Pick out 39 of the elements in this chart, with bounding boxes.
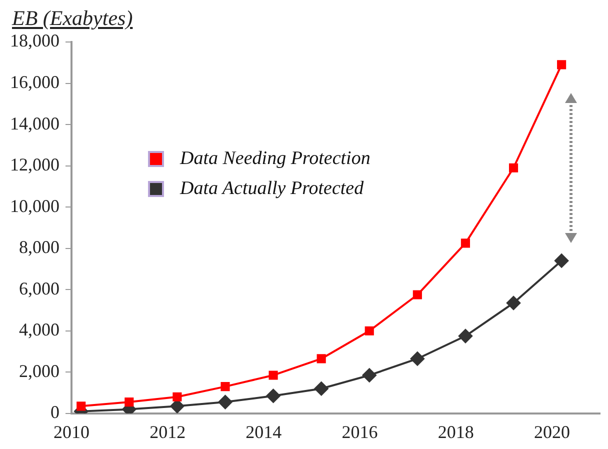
- point: [314, 382, 328, 396]
- point: [557, 60, 566, 70]
- y-axis-title: EB (Exabytes): [12, 6, 133, 31]
- point: [218, 395, 232, 410]
- y-tick-label: 6,000: [19, 278, 60, 298]
- point: [460, 238, 470, 248]
- point: [76, 402, 86, 411]
- point: [172, 392, 182, 402]
- x-tick-label: 2016: [342, 422, 378, 442]
- y-tick-label: 10,000: [10, 196, 60, 216]
- point: [268, 370, 278, 380]
- point: [554, 254, 569, 268]
- point: [410, 352, 424, 366]
- point: [124, 398, 134, 407]
- point: [266, 388, 280, 403]
- x-tick-label: 2010: [54, 422, 90, 442]
- x-tick-label: 2014: [246, 422, 282, 442]
- y-tick-label: 18,000: [10, 30, 60, 51]
- x-tick-label: 2012: [150, 422, 186, 442]
- y-tick-label: 12,000: [10, 154, 60, 175]
- y-tick-label: 2,000: [19, 360, 60, 381]
- point: [364, 326, 374, 336]
- point: [170, 399, 184, 414]
- legend-label: Data Needing Protection: [180, 148, 370, 170]
- point: [506, 296, 521, 310]
- point: [508, 163, 518, 172]
- y-tick-label: 16,000: [10, 72, 60, 92]
- point: [458, 329, 472, 344]
- point: [412, 290, 422, 300]
- point: [362, 368, 376, 382]
- point: [316, 354, 326, 364]
- y-tick-label: 0: [50, 402, 60, 422]
- legend-label: Data Actually Protected: [180, 178, 364, 200]
- y-tick-label: 14,000: [10, 113, 60, 134]
- y-tick-label: 4,000: [19, 320, 60, 340]
- point: [220, 382, 230, 392]
- x-tick-label: 2018: [438, 422, 474, 442]
- y-tick-label: 8,000: [19, 237, 60, 258]
- x-tick-label: 2020: [534, 422, 570, 442]
